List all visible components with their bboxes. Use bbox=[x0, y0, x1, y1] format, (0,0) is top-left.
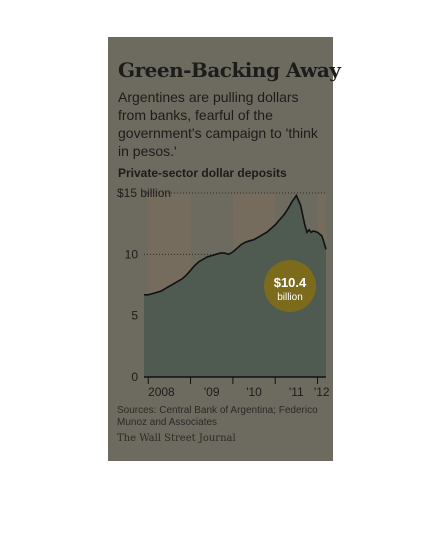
x-tick-label: '11 bbox=[289, 385, 304, 399]
x-tick-label: '09 bbox=[204, 385, 220, 399]
y-tick-label: 5 bbox=[131, 309, 138, 323]
y-tick-label: $15 billion bbox=[117, 186, 171, 200]
x-axis bbox=[144, 376, 326, 384]
y-axis-ticks: 0 5 10 $15 billion bbox=[117, 186, 171, 384]
publisher-credit: The Wall Street Journal bbox=[117, 433, 236, 444]
callout-circle bbox=[264, 260, 316, 312]
deposits-area bbox=[144, 195, 326, 377]
deposits-line bbox=[144, 193, 327, 296]
y-tick-label: 0 bbox=[131, 370, 138, 384]
headline: Green-Backing Away bbox=[118, 58, 341, 82]
x-tick-label: '12 bbox=[314, 385, 330, 399]
deposits-chart: 0 5 10 $15 billion 2008 '09 '10 '11 '12 $10.4 bi… bbox=[117, 186, 330, 399]
x-tick-label: '10 bbox=[246, 385, 262, 399]
latest-value-callout: $10.4 billion bbox=[264, 260, 316, 312]
chart-title: Private-sector dollar deposits bbox=[118, 166, 287, 180]
callout-unit: billion bbox=[277, 292, 303, 303]
dek: Argentines are pulling dollars from bank… bbox=[118, 89, 318, 159]
x-axis-ticks: 2008 '09 '10 '11 '12 bbox=[148, 385, 330, 399]
callout-value: $10.4 bbox=[274, 275, 307, 290]
x-tick-label: 2008 bbox=[148, 385, 175, 399]
source-note: Sources: Central Bank of Argentina; Fede… bbox=[117, 405, 318, 428]
y-tick-label: 10 bbox=[125, 247, 139, 261]
